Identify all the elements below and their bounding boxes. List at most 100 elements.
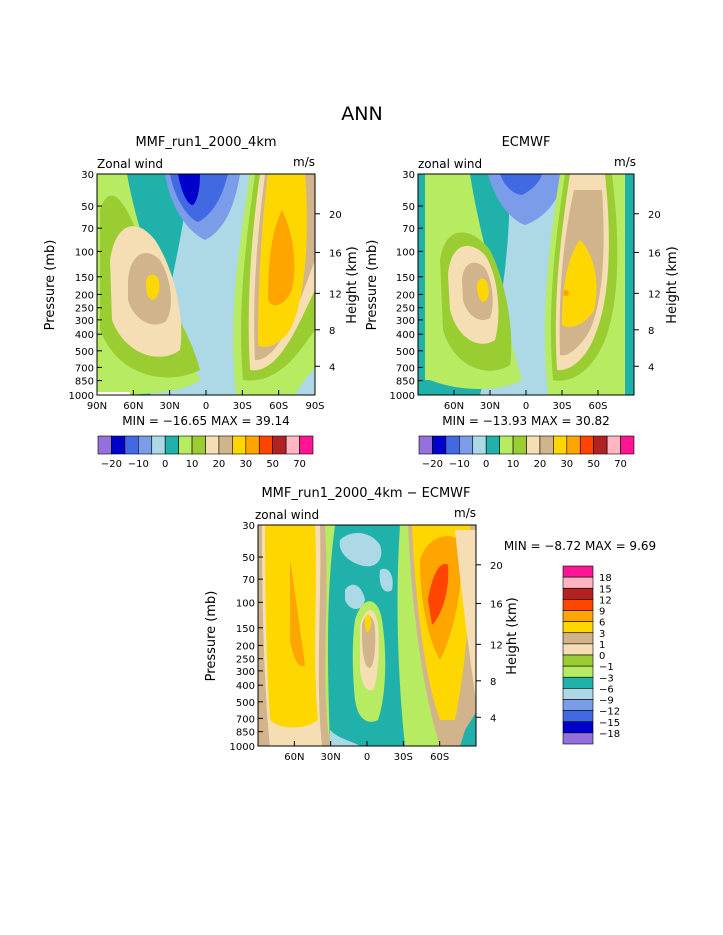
x-tick-label: 30N [160,401,180,412]
y-tick-label: 500 [236,698,255,709]
height-tick-label: 8 [490,677,496,688]
y-tick-label: 250 [396,304,415,315]
colorbar-swatch [539,435,554,455]
colorbar-swatch [151,435,166,455]
panel-model-field [97,174,315,395]
x-tick-label: 0 [203,401,209,412]
colorbar-swatch [432,435,447,455]
colorbar-swatch [272,435,287,455]
y-tick-label: 100 [75,247,94,258]
height-tick-label: 16 [329,248,342,259]
colorbar-label: 30 [239,459,252,470]
colorbar-label: −18 [599,729,620,740]
y-tick-label: 300 [75,316,94,327]
colorbar-swatch [553,435,568,455]
colorbar-swatch [97,435,112,455]
colorbar-swatch [245,435,260,455]
y-tick-label: 700 [75,363,94,374]
colorbar-swatch [205,435,220,455]
panel-obs-colorbar: −20 −10 0 10 20 30 50 70 [418,435,635,470]
panel-model-ylabel: Pressure (mb) [43,240,58,331]
x-tick-label: 0 [364,752,370,763]
colorbar-swatch [164,435,179,455]
x-tick-label: 60N [284,752,304,763]
colorbar-swatch [138,435,153,455]
panel-model: MMF_run1_2000_4km Zonal wind m/s [43,135,360,470]
colorbar-swatch [562,576,594,589]
colorbar-label: 0 [162,459,168,470]
y-tick-label: 400 [396,330,415,341]
colorbar-swatch [526,435,541,455]
panel-obs-ylabel: Pressure (mb) [365,240,380,331]
y-tick-label: 100 [236,598,255,609]
panel-obs-field [418,174,634,395]
panel-model-colorbar: −20 −10 0 10 20 30 50 70 [97,435,314,470]
y-tick-label: 1000 [390,391,415,402]
colorbar-swatch [562,710,594,723]
y-tick-label: 700 [236,714,255,725]
panel-diff-field [258,525,476,746]
y-tick-label: 150 [236,624,255,635]
y-tick-label: 70 [242,575,255,586]
y-tick-label: 1000 [69,391,94,402]
colorbar-swatch [191,435,206,455]
y-tick-label: 150 [75,273,94,284]
colorbar-label: 18 [599,573,612,584]
colorbar-label: 10 [507,459,520,470]
panel-obs: ECMWF zonal wind m/s 3050701001502002503… [365,135,680,470]
x-tick-label: 90N [87,401,107,412]
colorbar-swatch [579,435,594,455]
y-tick-label: 300 [236,667,255,678]
colorbar-label: 20 [213,459,226,470]
y-tick-label: 300 [396,316,415,327]
panel-model-ylabel-right: Height (km) [345,246,360,323]
y-tick-label: 200 [75,290,94,301]
height-tick-label: 20 [490,561,503,572]
colorbar-swatch [606,435,621,455]
x-tick-label: 30N [480,401,500,412]
y-tick-label: 850 [236,728,255,739]
y-tick-label: 850 [396,377,415,388]
x-tick-label: 30S [394,752,413,763]
y-tick-label: 70 [402,224,415,235]
panel-model-xlabels: 90N 60N 30N 0 30S 60S 90S [87,390,325,412]
colorbar-swatch [512,435,527,455]
y-tick-label: 50 [402,202,415,213]
y-tick-label: 50 [242,553,255,564]
y-tick-label: 70 [81,224,94,235]
colorbar-label: −12 [599,707,620,718]
colorbar-label: −15 [599,718,620,729]
colorbar-swatch [218,435,233,455]
colorbar-swatch [459,435,474,455]
colorbar-swatch [499,435,514,455]
y-tick-label: 100 [396,247,415,258]
colorbar-swatch [111,435,126,455]
colorbar-label: 6 [599,618,605,629]
colorbar-label: −3 [599,673,614,684]
height-tick-label: 12 [329,289,342,300]
colorbar-swatch [562,621,594,634]
y-tick-label: 30 [81,170,94,181]
panel-model-subtitle-right: m/s [293,155,315,169]
colorbar-label: 50 [587,459,600,470]
x-tick-label: 30N [321,752,341,763]
panel-model-hlabels: 20 16 12 8 4 [315,210,342,373]
panel-diff: MMF_run1_2000_4km − ECMWF zonal wind m/s [204,486,656,763]
colorbar-swatch [232,435,247,455]
colorbar-swatch [418,435,433,455]
panel-obs-hlabels: 20 16 12 8 4 [634,210,661,373]
colorbar-label: 1 [599,640,605,651]
height-tick-label: 12 [490,640,503,651]
colorbar-swatch [566,435,581,455]
height-tick-label: 4 [490,713,496,724]
colorbar-label: −9 [599,696,614,707]
y-tick-label: 50 [81,202,94,213]
panel-diff-stats: MIN = −8.72 MAX = 9.69 [504,539,656,553]
colorbar-swatch [562,721,594,734]
panel-obs-xlabels: 30N 0 30S 60S 60N [444,390,608,412]
y-tick-label: 150 [396,273,415,284]
colorbar-label: 9 [599,607,605,618]
height-tick-label: 20 [648,210,661,221]
